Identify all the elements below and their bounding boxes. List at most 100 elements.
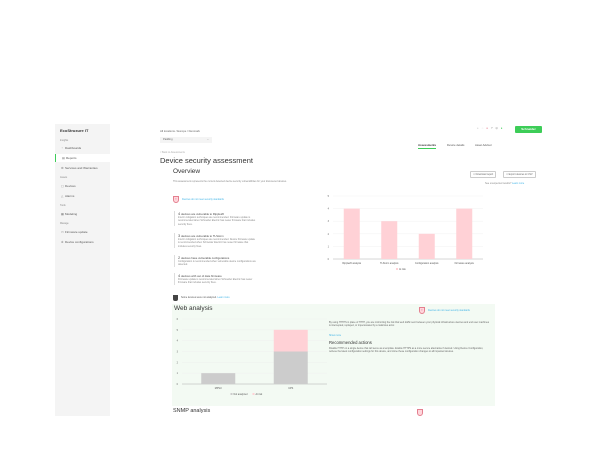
not-analyzed-note: Some devices were not analyzed. Learn mo…: [181, 296, 230, 299]
status-badge: Devices do not meet security standards: [182, 198, 224, 201]
tab-device-details[interactable]: Device details: [447, 143, 465, 147]
overview-chart: 0 1 2 3 4 5 Ripple20 analysis TLStorm analysis C…: [328, 195, 483, 271]
learn-more-link[interactable]: Learn more: [512, 182, 525, 185]
export-csv-button[interactable]: ⇩ Export devices to CSV: [503, 171, 536, 178]
bar: [201, 373, 236, 384]
learn-more-link[interactable]: Learn more: [217, 296, 230, 299]
help-icon[interactable]: ?: [490, 126, 496, 130]
web-analysis-title: Web analysis: [174, 305, 213, 312]
y-tick-label: 1: [328, 245, 330, 248]
download-icon: ⇩: [506, 173, 509, 176]
location-select[interactable]: Padding ⌄: [160, 137, 212, 143]
app-window: EcoStruxure IT Insights ◔ Dashboards ▤Rep…: [55, 124, 555, 416]
y-tick-label: 6: [177, 318, 179, 321]
breadcrumb[interactable]: All locations / Europe / Denmark: [160, 129, 200, 133]
sidebar-section: Tools: [60, 204, 66, 207]
search-icon[interactable]: ⌕: [477, 126, 482, 130]
alarm-icon: △: [61, 194, 64, 198]
bar: [273, 329, 308, 352]
overview-description: This assessment represents the current d…: [173, 180, 287, 183]
sidebar-section: Insights: [60, 139, 69, 142]
x-tick-label: Configuration analysis: [415, 262, 439, 265]
config-icon: ✲: [61, 240, 64, 244]
download-icon: ⇩: [473, 173, 476, 176]
shield-warning-icon: !: [173, 196, 179, 203]
y-tick-label: 4: [177, 340, 179, 343]
web-analysis-card: Web analysis 0 1 2 3 4 5 6 MPSU UPS Not analyzed A…: [172, 304, 495, 406]
x-tick-label: MPSU: [215, 387, 222, 390]
finding-item: 3 devices are vulnerable to TLStorm Inter…: [174, 233, 256, 248]
user-icon[interactable]: ●: [500, 126, 506, 130]
y-tick-label: 3: [177, 351, 179, 354]
unexpected-results: See unexpected results? Learn more: [485, 182, 525, 185]
sidebar-item-reports[interactable]: ▤Reports: [55, 154, 110, 162]
x-tick-label: Ripple20 analysis: [342, 262, 362, 265]
legend-label: At risk: [256, 393, 263, 396]
page-title: Device security assessment: [160, 156, 253, 165]
sidebar-section: Manage: [60, 222, 69, 225]
recommended-text: Disable HTTP on a single device that wil…: [329, 347, 484, 354]
x-tick-label: TLStorm analysis: [380, 262, 399, 265]
shield-warning-icon: !: [419, 307, 425, 314]
device-icon: ▢: [61, 184, 64, 188]
sidebar-item-configurations[interactable]: ✲Device configurations: [61, 240, 94, 244]
legend-swatch: [252, 393, 255, 395]
report-icon: ▤: [62, 156, 65, 160]
legend-swatch: [396, 268, 398, 270]
bar: [418, 233, 435, 259]
finding-item: 4 devices with out of date firmware Firmw…: [174, 273, 256, 285]
gear-icon[interactable]: ⚙: [495, 126, 501, 130]
y-tick-label: 2: [177, 361, 179, 364]
legend-label: At risk: [399, 268, 406, 271]
sidebar-item-firmware[interactable]: ▭Firmware update: [61, 230, 88, 234]
back-link[interactable]: < Back to Assessments: [160, 151, 185, 154]
logo: EcoStruxure IT: [60, 128, 89, 133]
y-tick-label: 1: [177, 372, 179, 375]
sidebar-item-devices[interactable]: ▢Devices: [61, 184, 76, 188]
shield-gray-icon: [173, 295, 178, 301]
show-more-link[interactable]: Show more: [329, 334, 342, 337]
bar: [343, 208, 360, 259]
y-tick-label: 5: [177, 329, 179, 332]
web-description: By using HTTPS in place of HTTP, you are…: [329, 321, 490, 328]
web-chart: 0 1 2 3 4 5 6 MPSU UPS Not analyzed At risk: [177, 318, 327, 396]
y-tick-label: 5: [328, 195, 330, 198]
web-status-badge: Devices do not meet security standards: [428, 309, 470, 312]
header-icons: ⌕◌●?⚙●: [477, 126, 505, 130]
firmware-icon: ▭: [61, 230, 64, 234]
sidebar: EcoStruxure IT Insights ◔ Dashboards ▤Rep…: [55, 124, 110, 416]
notification-icon[interactable]: ●: [486, 126, 491, 130]
y-tick-label: 0: [177, 383, 179, 386]
legend-label: Not analyzed: [234, 393, 249, 396]
y-tick-label: 4: [328, 208, 330, 211]
sidebar-item-alarms[interactable]: △ Alarms: [61, 194, 75, 198]
y-tick-label: 2: [328, 233, 330, 236]
sidebar-item-modeling[interactable]: ▦Modeling: [61, 212, 78, 216]
bar: [456, 208, 473, 259]
shield-warning-icon: [417, 409, 423, 416]
bar: [273, 351, 308, 384]
sidebar-item-dashboards[interactable]: ◔ Dashboards: [61, 146, 82, 150]
modeling-icon: ▦: [61, 212, 64, 216]
snmp-title: SNMP analysis: [173, 408, 211, 414]
finding-item: 4 devices are vulnerable to Ripple20 Inte…: [174, 211, 256, 226]
sidebar-section: Assets: [60, 176, 68, 179]
y-tick-label: 3: [328, 220, 330, 223]
bell-icon[interactable]: ◌: [481, 126, 487, 130]
x-tick-label: Firmware analysis: [455, 262, 475, 265]
tab-assessments[interactable]: Assessments: [418, 143, 437, 149]
legend-swatch: [230, 393, 233, 395]
services-icon: ⚙: [61, 166, 64, 170]
tab-asset-advisor[interactable]: Asset Advisor: [475, 143, 492, 147]
overview-title: Overview: [173, 168, 201, 175]
bar: [381, 221, 398, 259]
y-tick-label: 0: [328, 258, 330, 261]
dashboard-icon: ◔: [61, 146, 63, 150]
recommended-title: Recommended actions: [329, 340, 372, 345]
x-tick-label: UPS: [288, 387, 293, 390]
download-report-button[interactable]: ⇩ Download report: [470, 171, 497, 178]
brand-button[interactable]: Schneider: [515, 126, 542, 133]
chevron-down-icon: ⌄: [206, 138, 209, 141]
sidebar-item-services[interactable]: ⚙Services and Warranties: [61, 166, 98, 170]
finding-item: 2 devices have vulnerable configurations…: [174, 255, 256, 267]
